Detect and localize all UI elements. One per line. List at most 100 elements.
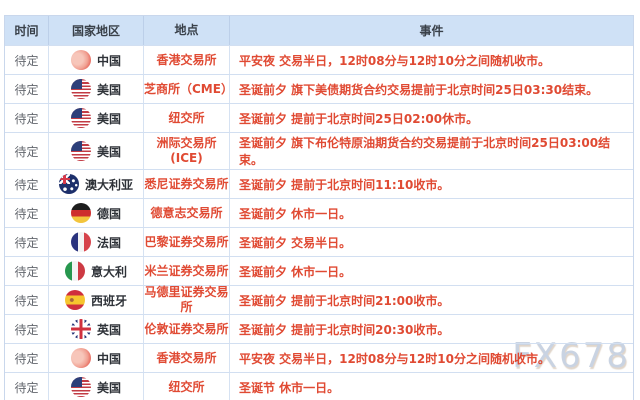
row-time: 待定 [5,373,49,400]
row-time: 待定 [5,228,49,256]
table-row: 待定 美国 纽交所 圣诞前夕 提前于北京时间25日02:00休市。 [5,103,633,132]
row-location: 纽交所 [144,104,230,132]
location-line: 洲际交易所 [156,136,217,150]
row-time: 待定 [5,257,49,285]
row-country: 意大利 [49,257,144,285]
usa-flag-icon [70,377,91,397]
header-event: 事件 [419,24,444,38]
row-location: 芝商所（CME） [144,75,233,103]
table-row: 待定 澳大利亚 悉尼证券交易所 圣诞前夕 提前于北京时间11:10收市。 [5,169,633,198]
country-label: 英国 [96,322,121,337]
row-location: 香港交易所 [144,46,230,74]
header-time: 时间 [5,16,49,45]
germany-flag-icon [70,203,91,223]
row-country: 西班牙 [49,286,144,314]
market-holiday-table: 时间 国家地区 地点 事件 待定 中国 香港交易所 平安夜 交易半日，12时08分与1… [4,15,634,400]
row-country: 德国 [49,199,144,227]
table-row: 待定 意大利 米兰证券交易所 圣诞前夕 休市一日。 [5,256,633,285]
spain-flag-icon [64,290,85,310]
header-location: 地点 [144,16,230,45]
table-row: 待定 美国 洲际交易所 (ICE) 圣诞前夕 旗下布伦特原油期货合约交易提前于北京时间2… [5,132,633,169]
uk-flag-icon [70,319,91,339]
table-row: 待定 美国 纽交所 圣诞节 休市一日。 [5,372,633,400]
row-location: 米兰证券交易所 [144,257,230,285]
fx678-watermark: FX678 [512,336,630,376]
row-country: 美国 [49,373,144,400]
row-country: 法国 [49,228,144,256]
row-time: 待定 [5,199,49,227]
country-label: 法国 [96,235,121,250]
row-event: 圣诞前夕 交易半日。 [239,235,352,250]
table-row: 待定 西班牙 马德里证券交易所 圣诞前夕 提前于北京时间21:00收市。 [5,285,633,314]
location-line: 巴黎证券交易所 [144,234,229,249]
table-row: 待定 中国 香港交易所 平安夜 交易半日，12时08分与12时10分之间随机收市。 [5,45,633,74]
location-line: 纽交所 [168,379,205,394]
location-line: (ICE) [170,151,203,165]
table-header-row: 时间 国家地区 地点 事件 [5,16,633,45]
country-label: 意大利 [90,264,127,279]
italy-flag-icon [64,261,85,281]
country-label: 中国 [96,351,121,366]
row-event: 圣诞前夕 旗下美债期货合约交易提前于北京时间25日03:30结束。 [239,82,599,97]
country-label: 美国 [96,111,121,126]
france-flag-icon [70,232,91,252]
row-time: 待定 [5,75,49,103]
location-line: 悉尼证券交易所 [144,176,229,191]
row-event: 平安夜 交易半日，12时08分与12时10分之间随机收市。 [239,351,550,366]
location-line: 香港交易所 [156,52,217,67]
country-label: 美国 [96,82,121,97]
row-location: 纽交所 [144,373,230,400]
row-country: 中国 [49,46,144,74]
row-time: 待定 [5,286,49,314]
row-country: 美国 [49,75,144,103]
header-country: 国家地区 [49,16,144,45]
usa-flag-icon [70,141,91,161]
row-country: 中国 [49,344,144,372]
row-time: 待定 [5,315,49,343]
row-event: 圣诞节 休市一日。 [239,380,340,395]
row-time: 待定 [5,46,49,74]
row-country: 英国 [49,315,144,343]
table-body: 待定 中国 香港交易所 平安夜 交易半日，12时08分与12时10分之间随机收市。 待定… [5,45,633,400]
row-event: 圣诞前夕 提前于北京时间11:10收市。 [239,177,450,192]
row-time: 待定 [5,133,49,169]
country-label: 澳大利亚 [84,177,133,192]
location-line: 香港交易所 [156,350,217,365]
row-event: 圣诞前夕 提前于北京时间21:00收市。 [239,293,450,308]
row-event: 平安夜 交易半日，12时08分与12时10分之间随机收市。 [239,53,550,68]
row-country: 澳大利亚 [49,170,144,198]
row-event: 圣诞前夕 提前于北京时间25日02:00休市。 [239,111,479,126]
row-event: 圣诞前夕 旗下布伦特原油期货合约交易提前于北京时间25日03:00结束。 [239,136,611,167]
country-label: 西班牙 [90,293,127,308]
row-event: 圣诞前夕 提前于北京时间20:30收市。 [239,322,450,337]
row-time: 待定 [5,344,49,372]
location-line: 德意志交易所 [150,205,223,220]
row-country: 美国 [49,104,144,132]
location-line: 马德里证券交易所 [144,285,229,314]
row-location: 洲际交易所 (ICE) [144,133,230,169]
country-label: 美国 [96,144,121,159]
row-event: 圣诞前夕 休市一日。 [239,206,352,221]
country-label: 德国 [96,206,121,221]
table-row: 待定 法国 巴黎证券交易所 圣诞前夕 交易半日。 [5,227,633,256]
table-row: 待定 英国 伦敦证券交易所 圣诞前夕 提前于北京时间20:30收市。 [5,314,633,343]
country-label: 美国 [96,380,121,395]
table-row: 待定 美国 芝商所（CME） 圣诞前夕 旗下美债期货合约交易提前于北京时间25日03:… [5,74,633,103]
location-line: 伦敦证券交易所 [144,321,229,336]
australia-flag-icon [58,174,79,194]
row-location: 马德里证券交易所 [144,285,230,314]
row-location: 伦敦证券交易所 [144,315,230,343]
row-event: 圣诞前夕 休市一日。 [239,264,352,279]
usa-flag-icon [70,108,91,128]
country-label: 中国 [96,53,121,68]
table-row: 待定 中国 香港交易所 平安夜 交易半日，12时08分与12时10分之间随机收市。 [5,343,633,372]
usa-flag-icon [70,79,91,99]
location-line: 米兰证券交易所 [144,263,229,278]
table-row: 待定 德国 德意志交易所 圣诞前夕 休市一日。 [5,198,633,227]
location-line: 芝商所（CME） [144,81,233,96]
location-line: 纽交所 [168,110,205,125]
row-time: 待定 [5,170,49,198]
row-country: 美国 [49,133,144,169]
row-location: 巴黎证券交易所 [144,228,230,256]
